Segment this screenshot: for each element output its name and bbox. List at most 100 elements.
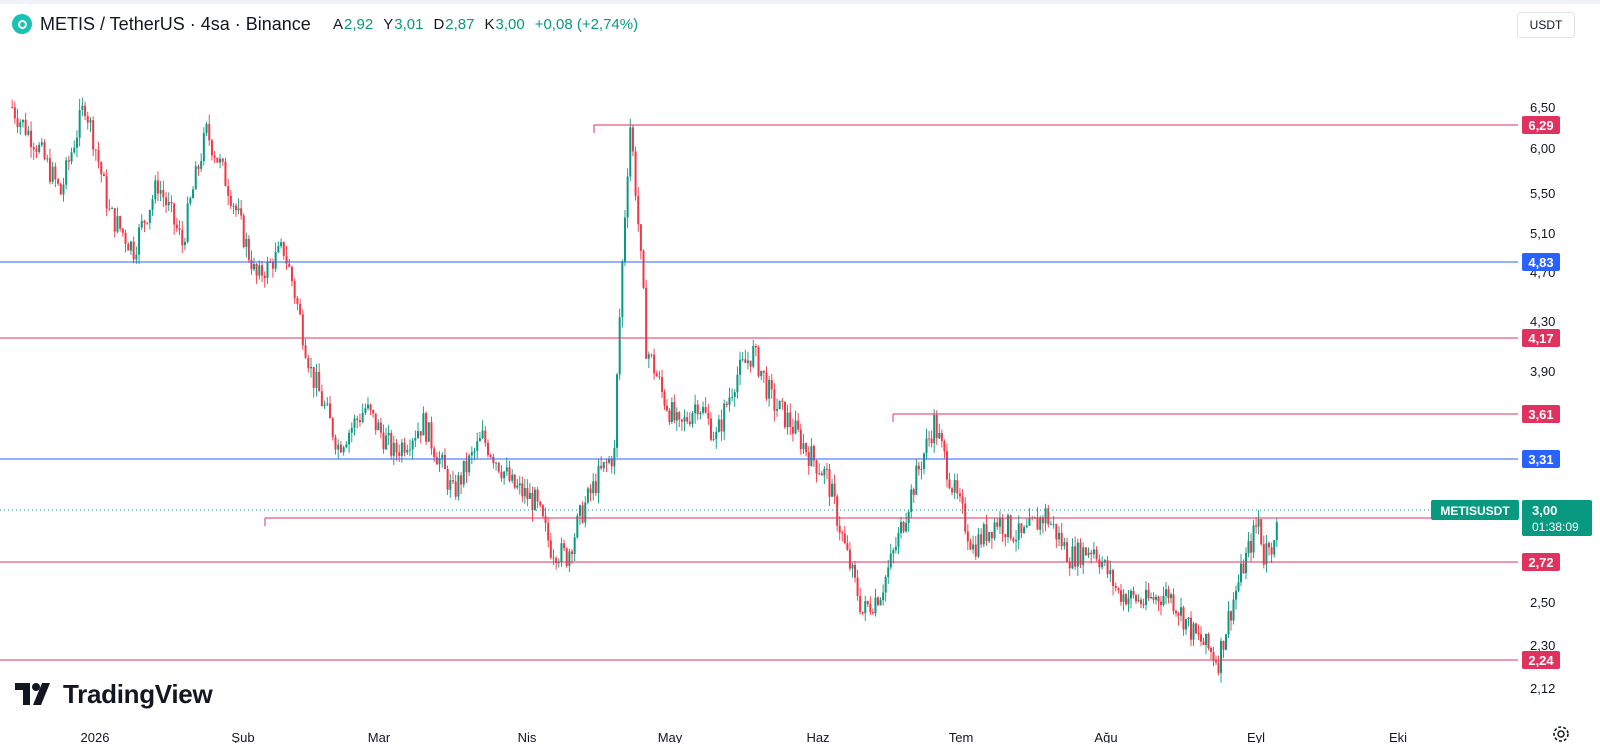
- candle-body: [770, 379, 773, 390]
- candle-body: [65, 160, 68, 185]
- candle-body: [274, 252, 277, 269]
- candle-body: [269, 262, 272, 263]
- candle-body: [224, 161, 227, 187]
- candle-body: [645, 287, 648, 359]
- candle-body: [818, 473, 821, 475]
- candle-body: [38, 144, 41, 152]
- candle-body: [320, 391, 323, 406]
- price-tick-label: 6,50: [1530, 100, 1555, 115]
- ohlc-high-key: Y: [383, 16, 394, 33]
- candle-body: [54, 166, 57, 180]
- candle-body: [610, 458, 613, 467]
- candle-body: [449, 480, 452, 490]
- symbol-title[interactable]: METIS / TetherUS · 4sa · Binance: [40, 14, 311, 34]
- candle-body: [1270, 547, 1273, 555]
- ohlc-close-key: K: [484, 16, 495, 33]
- candle-body: [805, 443, 808, 453]
- candle-body: [866, 601, 869, 605]
- candle-body: [285, 255, 288, 264]
- candle-body: [121, 228, 124, 233]
- candle-body: [293, 281, 296, 299]
- candle-body: [132, 241, 135, 260]
- candle-body: [668, 410, 671, 423]
- candle-body: [948, 479, 951, 489]
- candle-body: [108, 208, 111, 210]
- candle-body: [917, 465, 920, 470]
- candle-body: [823, 468, 826, 476]
- time-tick-label: Tem: [949, 730, 974, 743]
- candle-body: [637, 196, 640, 225]
- candle-body: [143, 220, 146, 223]
- candle-body: [288, 263, 291, 267]
- tradingview-logo-icon: [15, 683, 50, 705]
- candle-body: [237, 208, 240, 211]
- candle-body: [1205, 633, 1207, 645]
- candle-body: [43, 142, 46, 159]
- price-axis-panel[interactable]: [1518, 48, 1600, 743]
- candle-body: [1092, 549, 1095, 555]
- candle-body: [980, 534, 983, 545]
- candle-body: [497, 462, 500, 472]
- candle-body: [1028, 517, 1031, 526]
- candle-body: [961, 496, 964, 504]
- candle-body: [310, 366, 312, 369]
- candle-body: [728, 397, 731, 405]
- gear-icon[interactable]: [1550, 723, 1572, 745]
- candle-body: [78, 110, 81, 138]
- candle-body: [392, 442, 395, 456]
- candle-body: [350, 427, 353, 433]
- candle-body: [794, 420, 797, 434]
- level-price-tag: [1522, 405, 1560, 423]
- candle-body: [1275, 522, 1278, 541]
- candle-body: [183, 241, 186, 246]
- candle-body: [1177, 613, 1180, 616]
- currency-button[interactable]: USDT: [1517, 12, 1575, 38]
- candle-body: [626, 176, 629, 218]
- candle-body: [255, 264, 258, 276]
- tradingview-logo[interactable]: TradingView: [15, 678, 213, 710]
- candle-body: [307, 357, 310, 369]
- candle-body: [503, 471, 506, 479]
- candle-body: [382, 432, 385, 450]
- candle-body: [1180, 607, 1182, 616]
- ohlc-legend: A2,92 Y3,01 D2,87 K3,00 +0,08 (+2,74%): [333, 16, 648, 33]
- candle-body: [430, 422, 433, 449]
- candle-body: [1170, 594, 1172, 599]
- candle-body: [1106, 560, 1109, 575]
- candle-body: [605, 462, 608, 463]
- candle-body: [874, 597, 877, 614]
- candle-body: [271, 262, 274, 269]
- candle-body: [773, 389, 776, 411]
- candle-body: [650, 354, 653, 356]
- last-price-tag: [1522, 500, 1592, 536]
- candle-body: [791, 426, 794, 434]
- candle-body: [495, 462, 498, 464]
- candle-body: [691, 413, 694, 425]
- price-tick-label: 4,30: [1530, 314, 1555, 329]
- candle-body: [576, 515, 579, 538]
- candle-body: [1172, 594, 1175, 611]
- candle-body: [998, 518, 1001, 527]
- candle-body: [337, 444, 340, 450]
- candle-body: [395, 442, 398, 453]
- time-tick-label: May: [658, 730, 683, 743]
- candle-body: [1103, 560, 1106, 563]
- price-tick-label: 5,10: [1530, 226, 1555, 241]
- candle-body: [1215, 660, 1217, 663]
- candle-body: [972, 544, 975, 550]
- candle-body: [75, 137, 78, 148]
- candle-body: [825, 468, 828, 470]
- candle-body: [541, 505, 544, 517]
- candle-body: [1152, 597, 1155, 600]
- candle-body: [1273, 540, 1276, 555]
- candle-body: [688, 421, 691, 425]
- candle-body: [27, 130, 30, 135]
- price-chart[interactable]: 6,506,005,505,104,704,303,902,502,302,12…: [0, 48, 1600, 743]
- metis-logo-icon[interactable]: [12, 14, 32, 34]
- candle-body: [639, 224, 642, 251]
- candle-body: [831, 483, 834, 497]
- candle-body: [1217, 662, 1220, 673]
- candle-body: [1145, 589, 1147, 605]
- candle-body: [1127, 598, 1130, 605]
- candle-body: [1087, 552, 1090, 556]
